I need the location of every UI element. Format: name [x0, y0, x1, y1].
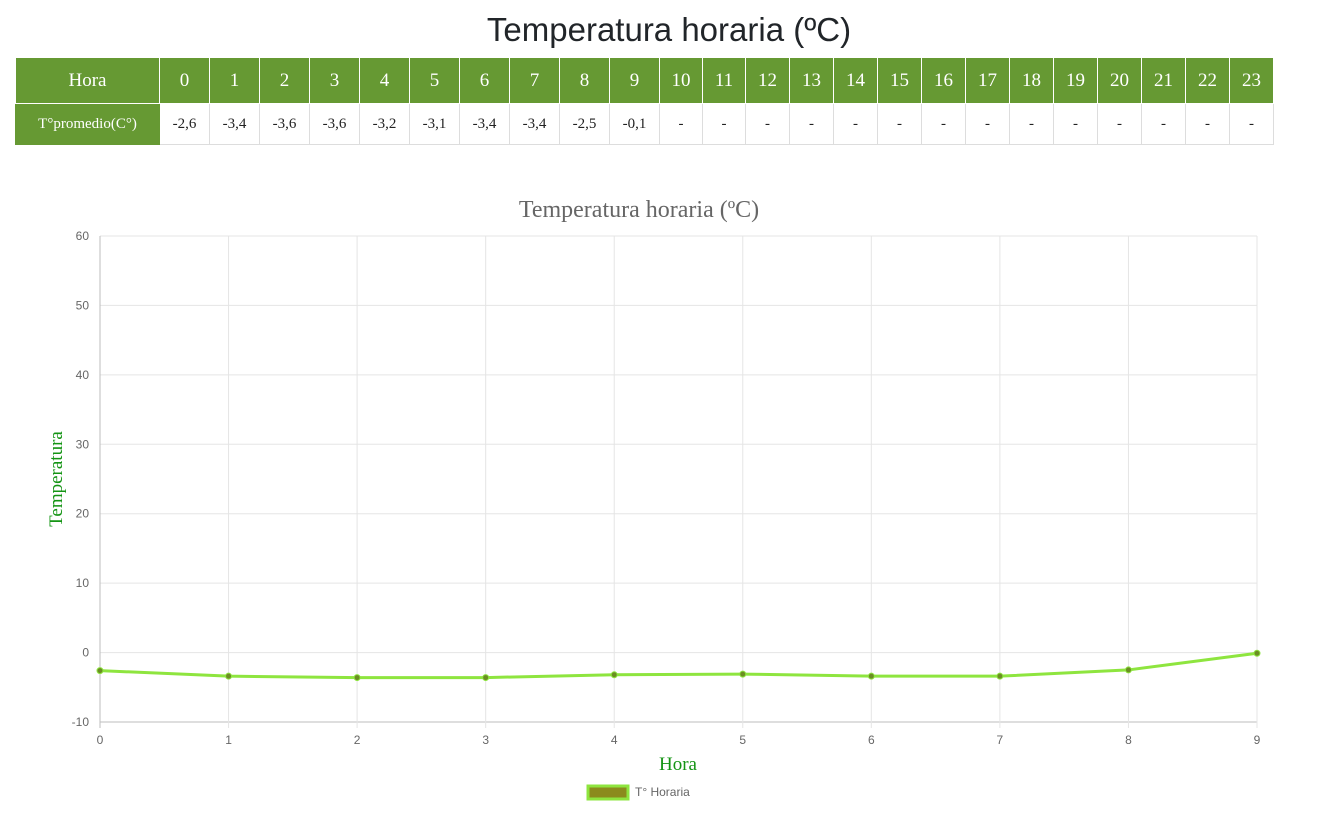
temperature-cell-12: -	[745, 103, 790, 145]
temperature-cell-9: -0,1	[609, 103, 660, 145]
data-point[interactable]	[739, 670, 747, 678]
legend-label: T° Horaria	[635, 785, 690, 799]
chart-grid	[99, 235, 1258, 728]
chart-title: Temperatura horaria (ºC)	[519, 197, 759, 223]
data-point[interactable]	[1253, 649, 1261, 657]
temperature-cell-1: -3,4	[209, 103, 260, 145]
hour-cell-21: 21	[1141, 57, 1186, 104]
series-t-horaria	[96, 649, 1261, 682]
x-tick-label: 2	[354, 733, 361, 747]
x-tick-label: 4	[611, 733, 618, 747]
temperature-cell-15: -	[877, 103, 922, 145]
hour-cell-6: 6	[459, 57, 510, 104]
temperature-cell-20: -	[1097, 103, 1142, 145]
temperature-cell-7: -3,4	[509, 103, 560, 145]
x-tick-label: 0	[97, 733, 104, 747]
page-title: Temperatura horaria (ºC)	[486, 11, 852, 48]
y-tick-label: 0	[82, 646, 89, 660]
y-axis-ticks: 60 50 40 30 20 10 0 -10	[72, 229, 90, 729]
hour-cell-11: 11	[702, 57, 746, 104]
temperature-row-label: T°promedio(C°)	[15, 103, 160, 145]
y-tick-label: 50	[76, 298, 90, 312]
temperature-cell-8: -2,5	[559, 103, 610, 145]
data-point[interactable]	[1124, 666, 1132, 674]
data-point[interactable]	[353, 674, 361, 682]
temperature-cell-23: -	[1229, 103, 1274, 145]
x-tick-label: 9	[1254, 733, 1261, 747]
hour-cell-22: 22	[1185, 57, 1230, 104]
hour-cell-17: 17	[965, 57, 1010, 104]
data-point[interactable]	[96, 667, 104, 675]
temperature-cell-10: -	[659, 103, 703, 145]
temperature-cell-13: -	[789, 103, 834, 145]
hour-cell-12: 12	[745, 57, 790, 104]
hour-cell-14: 14	[833, 57, 878, 104]
hour-cell-16: 16	[921, 57, 966, 104]
hour-cell-8: 8	[559, 57, 610, 104]
hour-cell-3: 3	[309, 57, 360, 104]
legend-swatch	[586, 784, 630, 801]
chart-legend[interactable]: T° Horaria	[586, 784, 690, 801]
temperature-cell-11: -	[702, 103, 746, 145]
hour-cell-4: 4	[359, 57, 410, 104]
hour-cell-13: 13	[789, 57, 834, 104]
hour-cell-19: 19	[1053, 57, 1098, 104]
hour-cell-9: 9	[609, 57, 660, 104]
temperature-table: Hora 0 1 2 3 4 5 6 7 8 9 10 11 12 13 14 15 16 17 18 19 20 21 2…	[15, 57, 1274, 145]
x-tick-label: 5	[739, 733, 746, 747]
y-tick-label: 60	[76, 229, 90, 243]
hour-cell-7: 7	[509, 57, 560, 104]
temperature-cell-17: -	[965, 103, 1010, 145]
hour-cell-23: 23	[1229, 57, 1274, 104]
x-axis-ticks: 0 1 2 3 4 5 6 7 8 9	[97, 733, 1261, 747]
data-point[interactable]	[610, 671, 618, 679]
hour-cell-10: 10	[659, 57, 703, 104]
y-tick-label: 20	[76, 507, 90, 521]
temperature-cell-5: -3,1	[409, 103, 460, 145]
data-point[interactable]	[482, 674, 490, 682]
temperature-cell-14: -	[833, 103, 878, 145]
temperature-cell-18: -	[1009, 103, 1054, 145]
data-point[interactable]	[996, 672, 1004, 680]
temperature-row: T°promedio(C°) -2,6 -3,4 -3,6 -3,6 -3,2 -3,1-…	[15, 103, 1274, 145]
temperature-cell-16: -	[921, 103, 966, 145]
x-tick-label: 8	[1125, 733, 1132, 747]
hour-cell-0: 0	[159, 57, 210, 104]
temperature-cell-0: -2,6	[159, 103, 210, 145]
hour-cell-15: 15	[877, 57, 922, 104]
y-tick-label: 10	[76, 576, 90, 590]
y-axis-label: Temperatura	[46, 431, 67, 527]
hour-header-row: Hora 0 1 2 3 4 5 6 7 8 9 10 11 12 13 14 15 16 17 18 19 20 21 2…	[15, 57, 1274, 104]
x-tick-label: 7	[997, 733, 1004, 747]
y-tick-label: 40	[76, 368, 90, 382]
temperature-cell-19: -	[1053, 103, 1098, 145]
hour-cell-18: 18	[1009, 57, 1054, 104]
y-tick-label: 30	[76, 437, 90, 451]
temperature-cell-22: -	[1185, 103, 1230, 145]
temperature-cell-21: -	[1141, 103, 1186, 145]
x-tick-label: 6	[868, 733, 875, 747]
x-axis-label: Hora	[659, 754, 698, 775]
series-line	[99, 651, 1258, 680]
x-tick-label: 1	[225, 733, 232, 747]
temperature-cell-4: -3,2	[359, 103, 410, 145]
hour-cell-1: 1	[209, 57, 260, 104]
data-point[interactable]	[225, 672, 233, 680]
hour-cell-20: 20	[1097, 57, 1142, 104]
temperature-line-chart: Temperatura horaria (ºC) 6050403020100-1…	[46, 197, 1261, 801]
data-point[interactable]	[867, 672, 875, 680]
temperature-cell-6: -3,4	[459, 103, 510, 145]
hour-cell-5: 5	[409, 57, 460, 104]
hour-cell-2: 2	[259, 57, 310, 104]
temperature-cell-2: -3,6	[259, 103, 310, 145]
hour-header-label: Hora	[15, 57, 160, 104]
temperature-cell-3: -3,6	[309, 103, 360, 145]
x-tick-label: 3	[482, 733, 489, 747]
y-tick-label: -10	[72, 715, 90, 729]
